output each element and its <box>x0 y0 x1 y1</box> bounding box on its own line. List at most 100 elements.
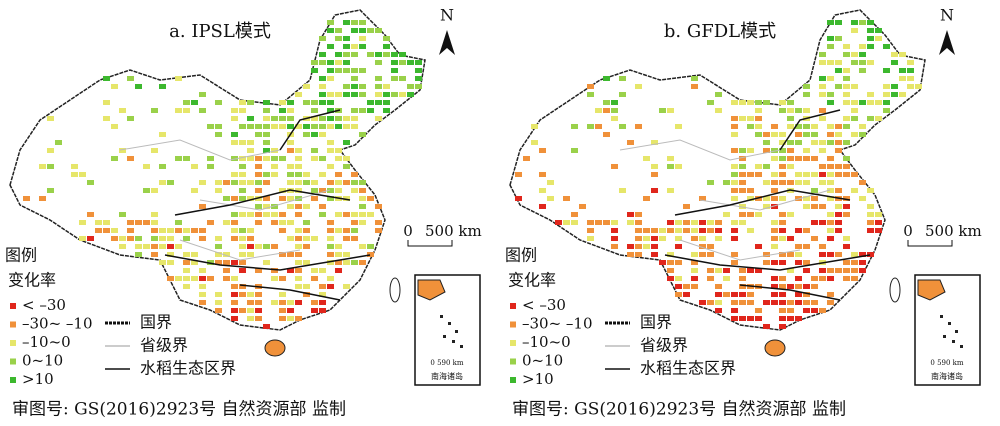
grid-cell <box>255 164 262 169</box>
grid-cell <box>287 220 294 225</box>
grid-cell <box>715 300 722 305</box>
grid-cell <box>207 220 214 225</box>
grid-cell <box>739 116 746 121</box>
inset-island <box>960 345 963 348</box>
grid-cell <box>731 260 738 265</box>
grid-cell <box>319 204 326 209</box>
grid-cell <box>779 196 786 201</box>
grid-cell <box>707 276 714 281</box>
grid-cell <box>811 140 818 145</box>
grid-cell <box>835 60 842 65</box>
grid-cell <box>843 236 850 241</box>
grid-cell <box>223 260 230 265</box>
grid-cell <box>47 164 54 169</box>
legend-swatch <box>510 358 516 365</box>
grid-cell <box>883 100 890 105</box>
grid-cell <box>867 92 874 97</box>
grid-cell <box>375 100 382 105</box>
grid-cell <box>755 108 762 113</box>
grid-cell <box>707 268 714 273</box>
grid-cell <box>659 260 666 265</box>
eco-boundary <box>739 284 841 301</box>
grid-cell <box>143 220 150 225</box>
grid-cell <box>351 124 358 129</box>
grid-cell <box>851 28 858 33</box>
grid-cell <box>803 308 810 313</box>
grid-cell <box>287 140 294 145</box>
grid-cell <box>859 132 866 137</box>
grid-cell <box>691 260 698 265</box>
grid-cell <box>795 108 802 113</box>
grid-cell <box>819 140 826 145</box>
grid-cell <box>223 276 230 281</box>
grid-cell <box>571 212 578 217</box>
grid-cell <box>183 268 190 273</box>
grid-cell <box>415 84 422 89</box>
grid-cell <box>707 220 714 225</box>
scale-bar <box>407 240 453 247</box>
grid-cell <box>739 268 746 273</box>
grid-cell <box>915 84 922 89</box>
grid-cell <box>239 252 246 257</box>
grid-cell <box>119 108 126 113</box>
grid-cell <box>843 100 850 105</box>
grid-cell <box>867 20 874 25</box>
grid-cell <box>47 116 54 121</box>
eco-boundary <box>164 254 371 271</box>
grid-cell <box>239 228 246 233</box>
grid-cell <box>859 260 866 265</box>
eco-boundary <box>174 189 351 216</box>
grid-cell <box>571 148 578 153</box>
grid-cell <box>167 236 174 241</box>
grid-cell <box>231 308 238 313</box>
grid-cell <box>279 108 286 113</box>
grid-cell <box>255 204 262 209</box>
grid-cell <box>231 140 238 145</box>
grid-cell <box>907 68 914 73</box>
grid-cell <box>811 124 818 129</box>
grid-cell <box>771 172 778 177</box>
grid-cell <box>295 212 302 217</box>
grid-cell <box>843 68 850 73</box>
grid-cell <box>835 68 842 73</box>
country-outline <box>509 9 926 331</box>
grid-cell <box>851 252 858 257</box>
grid-cell <box>803 204 810 209</box>
grid-cell <box>351 52 358 57</box>
grid-cell <box>407 84 414 89</box>
grid-cell <box>279 100 286 105</box>
inset-coast <box>917 279 946 301</box>
grid-cell <box>827 292 834 297</box>
grid-cell <box>367 108 374 113</box>
grid-cell <box>635 244 642 249</box>
grid-cell <box>335 268 342 273</box>
grid-cell <box>587 220 594 225</box>
grid-cell <box>351 116 358 121</box>
grid-cell <box>731 164 738 169</box>
province-boundary <box>619 139 781 161</box>
grid-cell <box>899 52 906 57</box>
grid-cell <box>675 236 682 241</box>
grid-cell <box>191 252 198 257</box>
grid-cell <box>867 28 874 33</box>
grid-cell <box>351 68 358 73</box>
grid-cell <box>279 124 286 129</box>
grid-cell <box>891 92 898 97</box>
grid-cell <box>359 196 366 201</box>
grid-cell <box>779 108 786 113</box>
grid-cell <box>303 204 310 209</box>
grid-cell <box>827 20 834 25</box>
grid-cell <box>755 116 762 121</box>
grid-cell <box>303 220 310 225</box>
grid-cell <box>127 236 134 241</box>
grid-cell <box>595 220 602 225</box>
grid-cell <box>803 124 810 129</box>
grid-cell <box>351 260 358 265</box>
grid-cell <box>343 84 350 89</box>
grid-cell <box>883 92 890 97</box>
grid-cell <box>867 212 874 217</box>
grid-cell <box>271 204 278 209</box>
grid-cell <box>231 172 238 177</box>
legend-label: –30~ –10 <box>22 315 93 333</box>
grid-cell <box>215 124 222 129</box>
